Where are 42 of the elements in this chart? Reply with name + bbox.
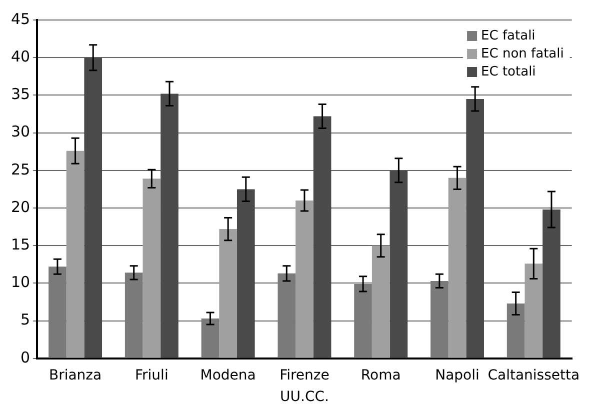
bar: [542, 210, 560, 358]
bar: [219, 229, 237, 358]
bar: [201, 318, 220, 358]
bar: [142, 178, 161, 358]
y-tick-label: 20: [10, 198, 30, 216]
bar: [160, 94, 178, 358]
x-tick-label: Friuli: [135, 367, 168, 384]
bar: [124, 272, 143, 358]
x-tick-label: Brianza: [48, 367, 102, 384]
bar: [430, 280, 448, 358]
bar: [84, 58, 102, 358]
bar: [236, 189, 255, 358]
bar: [278, 273, 296, 358]
bar: [48, 266, 66, 358]
y-tick-label: 5: [20, 310, 30, 329]
bar: [296, 200, 314, 358]
bar: [66, 150, 84, 358]
x-tick-label: Modena: [200, 367, 256, 384]
y-tick-label: 35: [10, 85, 30, 104]
legend-label: EC non fatali: [481, 46, 564, 62]
y-tick-label: 25: [10, 160, 30, 178]
bar: [313, 116, 332, 358]
legend-label: EC totali: [481, 64, 536, 80]
y-tick-label: 45: [10, 10, 30, 28]
y-tick-label: 40: [10, 47, 30, 66]
x-tick-label: Napoli: [435, 367, 480, 384]
bar: [390, 170, 408, 358]
bar: [354, 284, 372, 358]
bar: [524, 264, 543, 358]
bar: [466, 98, 484, 358]
bar: [448, 178, 466, 358]
bar: [506, 304, 525, 358]
x-axis-title: UU.CC.: [280, 389, 329, 406]
x-tick-label: Caltanissetta: [488, 367, 580, 384]
x-tick-label: Roma: [360, 367, 401, 384]
bar: [372, 246, 390, 358]
y-tick-label: 0: [20, 348, 30, 366]
legend-label: EC fatali: [481, 28, 536, 44]
y-tick-label: 10: [10, 273, 30, 292]
x-tick-label: Firenze: [280, 367, 330, 384]
y-tick-label: 30: [10, 122, 30, 141]
y-tick-label: 15: [10, 235, 30, 254]
